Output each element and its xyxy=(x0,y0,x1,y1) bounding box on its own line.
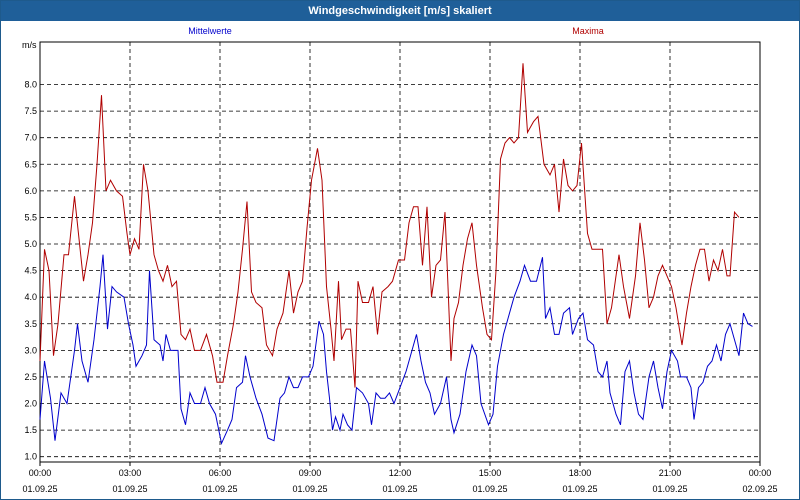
x-tick-date: 01.09.25 xyxy=(472,484,507,494)
series-label-mittelwerte: Mittelwerte xyxy=(188,26,232,36)
series-line-maxima xyxy=(39,63,740,388)
x-axis-ticks: 00:00 01.09.25 03:00 01.09.25 06:00 01.09.25 0… xyxy=(22,462,778,494)
y-tick-label: 2.5 xyxy=(24,372,37,382)
x-tick-time: 03:00 xyxy=(119,468,142,478)
x-tick-time: 00:00 xyxy=(29,468,52,478)
x-tick-date: 01.09.25 xyxy=(292,484,327,494)
window-title: Windgeschwindigkeit [m/s] skaliert xyxy=(1,1,799,21)
y-tick-label: 5.0 xyxy=(24,239,37,249)
x-tick-time: 09:00 xyxy=(299,468,322,478)
y-tick-label: 2.0 xyxy=(24,399,37,409)
x-tick-time: 06:00 xyxy=(209,468,232,478)
grid-lines xyxy=(40,42,760,462)
y-tick-label: 7.5 xyxy=(24,106,37,116)
y-tick-label: 6.0 xyxy=(24,186,37,196)
x-tick-time: 15:00 xyxy=(479,468,502,478)
series-label-maxima: Maxima xyxy=(572,26,604,36)
x-tick-date: 01.09.25 xyxy=(202,484,237,494)
y-tick-label: 5.5 xyxy=(24,212,37,222)
y-tick-label: 7.0 xyxy=(24,133,37,143)
y-tick-label: 1.5 xyxy=(24,425,37,435)
series-lines xyxy=(39,63,753,446)
y-tick-label: 4.5 xyxy=(24,266,37,276)
y-tick-label: 3.0 xyxy=(24,345,37,355)
y-tick-label: 4.0 xyxy=(24,292,37,302)
x-tick-time: 18:00 xyxy=(569,468,592,478)
x-tick-date: 01.09.25 xyxy=(22,484,57,494)
y-tick-label: 3.5 xyxy=(24,319,37,329)
y-tick-label: 8.0 xyxy=(24,80,37,90)
x-tick-date: 02.09.25 xyxy=(742,484,777,494)
y-axis-label: m/s xyxy=(22,40,37,50)
series-line-mittelwerte xyxy=(39,254,753,446)
x-tick-time: 21:00 xyxy=(659,468,682,478)
x-tick-date: 01.09.25 xyxy=(652,484,687,494)
y-tick-label: 6.5 xyxy=(24,159,37,169)
x-tick-date: 01.09.25 xyxy=(382,484,417,494)
x-tick-date: 01.09.25 xyxy=(112,484,147,494)
y-axis-ticks: 1.0 1.5 2.0 2.5 3.0 3.5 4.0 4.5 5.0 5.5 6.0 6.5 7.0 7… xyxy=(24,80,37,462)
x-tick-time: 00:00 xyxy=(749,468,772,478)
y-tick-label: 1.0 xyxy=(24,452,37,462)
x-tick-time: 12:00 xyxy=(389,468,412,478)
x-tick-date: 01.09.25 xyxy=(562,484,597,494)
